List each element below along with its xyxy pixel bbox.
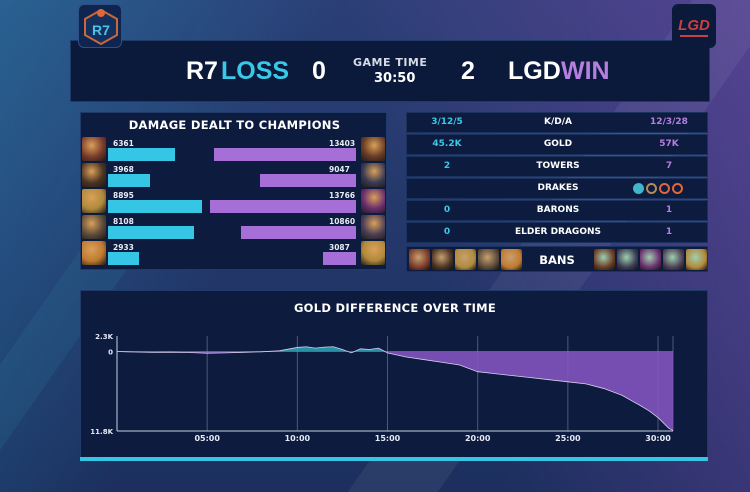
stat-label: DRAKES (537, 183, 579, 193)
x-tick-label: 05:00 (194, 434, 220, 443)
infernal-drake-icon (672, 183, 683, 194)
champ-icon-3 (82, 189, 106, 213)
stat-row: DRAKES (406, 178, 708, 199)
champ-icon-10 (361, 241, 385, 265)
y-tick-label: 0 (108, 348, 113, 356)
damage-bar-purple (214, 148, 356, 161)
bans-label: BANS (539, 253, 575, 267)
stat-row: 2 TOWERS 7 (406, 156, 708, 177)
gold-line (116, 346, 674, 431)
damage-bar-blue (108, 148, 176, 161)
team1-name: R7 (186, 57, 218, 85)
stat-label: GOLD (543, 139, 573, 149)
ban-champ-icon-team2 (663, 249, 684, 270)
mountain-drake-icon (646, 183, 657, 194)
stat-label: TOWERS (536, 161, 580, 171)
damage-bar-purple (241, 226, 356, 239)
team1-logo-text: R7 (92, 22, 110, 38)
damage-panel: DAMAGE DEALT TO CHAMPIONS 6361 3968 8895 81… (80, 112, 387, 270)
champ-icon-9 (361, 215, 385, 239)
damage-bar-purple (260, 174, 356, 187)
damage-value-purple: 13766 (329, 191, 356, 200)
stat-value-team1: 0 (443, 205, 451, 215)
team1-score: 0 (312, 57, 326, 85)
ban-champ-icon-team1 (455, 249, 476, 270)
team1-result: LOSS (221, 57, 290, 85)
gold-area-negative (117, 351, 673, 431)
stat-value-team1: 45.2K (432, 139, 462, 149)
champ-icon-7 (361, 163, 385, 187)
gold-difference-panel: 05:00 10:00 15:00 20:00 25:00 30:00 2.3K 0 11.8K… (80, 290, 708, 458)
game-time-label: GAME TIME (353, 56, 428, 69)
damage-value-purple: 13403 (329, 139, 356, 148)
champ-icon-2 (82, 163, 106, 187)
champ-icon-5 (82, 241, 106, 265)
x-tick-label: 20:00 (465, 434, 491, 443)
stat-value-team2: 12/3/28 (650, 117, 688, 127)
ban-champ-icon-team1 (409, 249, 430, 270)
gold-difference-title: GOLD DIFFERENCE OVER TIME (293, 301, 497, 315)
y-tick-label: 11.8K (90, 428, 113, 436)
damage-bar-blue (108, 226, 194, 239)
damage-value-purple: 10860 (329, 217, 356, 226)
ban-champ-icon-team1 (501, 249, 522, 270)
team2-logo: LGD (672, 4, 716, 48)
ban-champ-icon-team2 (617, 249, 638, 270)
damage-bar-purple (210, 200, 356, 213)
stat-row: 45.2K GOLD 57K (406, 134, 708, 155)
stat-row: 0 BARONS 1 (406, 200, 708, 221)
ban-champ-icon-team2 (686, 249, 707, 270)
stat-value-team1: 0 (443, 227, 451, 237)
stat-label: ELDER DRAGONS (515, 227, 601, 237)
stat-label: BARONS (536, 205, 580, 215)
ocean-drake-icon (633, 183, 644, 194)
team2-result: WIN (561, 57, 610, 85)
bottom-accent-bar (80, 457, 708, 461)
team2-score: 2 (461, 57, 475, 85)
damage-value-blue: 2933 (113, 243, 134, 252)
stat-value-team2: 1 (665, 205, 673, 215)
x-tick-label: 10:00 (285, 434, 311, 443)
x-tick-label: 15:00 (375, 434, 401, 443)
ban-champ-icon-team2 (594, 249, 615, 270)
stat-value-team2: 1 (665, 227, 673, 237)
ban-champ-icon-team2 (640, 249, 661, 270)
stat-row: 3/12/5 K/D/A 12/3/28 (406, 112, 708, 133)
damage-bar-purple (323, 252, 356, 265)
damage-value-blue: 6361 (113, 139, 134, 148)
champ-icon-8 (361, 189, 385, 213)
damage-bar-blue (108, 174, 150, 187)
gold-difference-chart: 05:00 10:00 15:00 20:00 25:00 30:00 2.3K 0 11.8K (90, 333, 674, 443)
champ-icon-1 (82, 137, 106, 161)
game-time-value: 30:50 (374, 71, 416, 86)
stat-label: K/D/A (544, 117, 572, 127)
infernal-drake-icon (659, 183, 670, 194)
scoreboard (70, 40, 710, 102)
damage-value-blue: 3968 (113, 165, 134, 174)
team2-name: LGD (508, 57, 561, 85)
ban-champ-icon-team1 (432, 249, 453, 270)
ban-champ-icon-team1 (478, 249, 499, 270)
champ-icon-4 (82, 215, 106, 239)
y-tick-label: 2.3K (95, 333, 113, 341)
stat-row: 0 ELDER DRAGONS 1 (406, 222, 708, 243)
stat-value-team2: 7 (665, 161, 673, 171)
damage-panel-title: DAMAGE DEALT TO CHAMPIONS (128, 118, 341, 132)
champ-icon-6 (361, 137, 385, 161)
team1-logo: R7 (78, 4, 122, 48)
damage-value-purple: 9047 (329, 165, 350, 174)
stat-value-team1: 2 (443, 161, 451, 171)
stat-value-team2: 57K (659, 139, 679, 149)
damage-value-blue: 8895 (113, 191, 134, 200)
damage-bar-blue (108, 252, 139, 265)
team2-logo-text: LGD (678, 17, 710, 34)
damage-bar-blue (108, 200, 203, 213)
stat-value-team1: 3/12/5 (431, 117, 463, 127)
bans-panel: BANS (406, 246, 708, 272)
x-tick-label: 30:00 (645, 434, 671, 443)
stats-panel: 3/12/5 K/D/A 12/3/28 45.2K GOLD 57K 2 TOWERS 7 DR… (406, 112, 708, 243)
damage-value-purple: 3087 (329, 243, 350, 252)
damage-value-blue: 8108 (113, 217, 134, 226)
x-tick-label: 25:00 (555, 434, 581, 443)
